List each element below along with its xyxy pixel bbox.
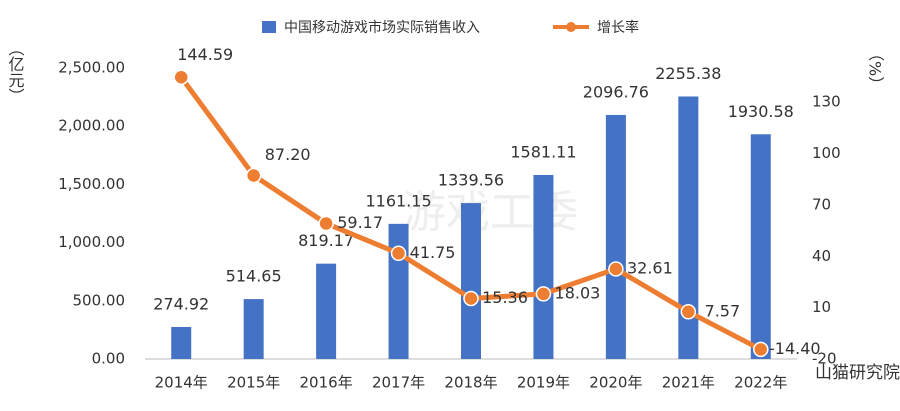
bar <box>461 203 481 359</box>
bar <box>533 174 554 359</box>
line-point <box>318 215 334 232</box>
bar <box>243 299 264 359</box>
y2-tick-label: 70 <box>812 195 831 213</box>
y-tick-label: 0.00 <box>92 350 125 368</box>
bar-value-label: 1339.56 <box>438 171 504 190</box>
bar <box>750 134 771 359</box>
bar <box>678 96 699 360</box>
x-tick-label: 2018年 <box>444 374 497 392</box>
y2-tick-label: -20 <box>812 350 837 368</box>
bar-value-label: 514.65 <box>226 267 282 286</box>
line-value-label: 18.03 <box>555 283 601 302</box>
y2-tick-label: 40 <box>812 247 831 265</box>
line-point <box>463 290 479 307</box>
bar <box>171 326 192 359</box>
legend-label: 中国移动游戏市场实际销售收入 <box>284 19 480 36</box>
y-tick-label: 2,500.00 <box>58 59 125 77</box>
y2-tick-label: 100 <box>812 144 841 162</box>
source-logo: 山猫研究院 <box>815 363 900 383</box>
line-point <box>680 304 697 320</box>
bar <box>388 223 409 359</box>
legend-label: 增长率 <box>597 19 639 36</box>
bar-value-label: 1161.15 <box>365 191 431 210</box>
bar-value-label: 1581.11 <box>510 142 576 161</box>
y-tick-label: 1,500.00 <box>58 175 125 193</box>
line-value-label: -14.40 <box>769 339 821 358</box>
y-axis-title: （亿元） <box>6 40 25 104</box>
line-value-label: 144.59 <box>177 45 233 64</box>
legend-swatch <box>262 21 276 33</box>
line-point <box>390 245 407 262</box>
line-value-label: 15.36 <box>482 288 528 307</box>
x-tick-label: 2014年 <box>155 374 208 392</box>
line-point <box>245 167 262 184</box>
x-tick-label: 2015年 <box>227 374 280 392</box>
x-tick-label: 2016年 <box>300 374 353 392</box>
y2-tick-label: 130 <box>812 93 841 111</box>
y-tick-label: 500.00 <box>73 291 126 309</box>
legend-swatch <box>566 22 576 32</box>
x-tick-label: 2017年 <box>372 374 425 392</box>
x-tick-label: 2021年 <box>662 374 715 392</box>
x-tick-label: 2019年 <box>517 374 570 392</box>
line-value-label: 7.57 <box>705 301 741 320</box>
line-value-label: 41.75 <box>410 243 456 262</box>
line-value-label: 32.61 <box>627 258 673 277</box>
bar-value-label: 2255.38 <box>655 64 721 83</box>
line-value-label: 59.17 <box>337 213 383 232</box>
bar <box>605 114 626 359</box>
y2-tick-label: 10 <box>812 298 831 316</box>
x-tick-label: 2022年 <box>734 374 787 392</box>
bar-value-label: 819.17 <box>298 231 354 250</box>
y-tick-label: 1,000.00 <box>58 233 125 251</box>
bar-value-label: 274.92 <box>153 294 209 313</box>
line-point <box>535 286 552 302</box>
y2-axis-title: （%） <box>866 45 885 92</box>
bar <box>316 263 337 359</box>
bar-value-label: 1930.58 <box>728 102 794 121</box>
line-point <box>173 69 189 86</box>
line-value-label: 87.20 <box>265 145 311 164</box>
line-point <box>753 341 769 358</box>
line-point <box>608 261 624 277</box>
y-tick-label: 2,000.00 <box>58 117 125 135</box>
x-tick-label: 2020年 <box>589 374 642 392</box>
bar-value-label: 2096.76 <box>583 82 649 101</box>
